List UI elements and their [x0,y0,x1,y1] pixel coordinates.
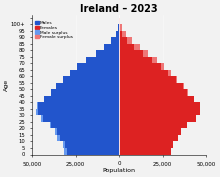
Polygon shape [37,109,38,115]
Polygon shape [41,115,42,122]
Polygon shape [127,37,132,44]
Polygon shape [37,102,38,109]
Polygon shape [187,89,188,96]
Polygon shape [134,44,140,50]
Y-axis label: Age: Age [4,79,9,91]
Title: Ireland – 2023: Ireland – 2023 [80,4,158,14]
Polygon shape [120,24,122,31]
Polygon shape [122,31,126,37]
Polygon shape [119,18,120,24]
X-axis label: Population: Population [103,168,136,173]
Polygon shape [50,122,51,129]
Polygon shape [64,148,67,155]
Polygon shape [176,76,178,83]
Polygon shape [143,50,148,57]
Polygon shape [62,141,65,148]
Polygon shape [168,70,171,76]
Polygon shape [119,18,200,155]
Polygon shape [152,57,157,63]
Polygon shape [55,129,57,135]
Polygon shape [161,63,164,70]
Legend: Males, Females, Male surplus, Female surplus: Males, Females, Male surplus, Female sur… [34,20,74,40]
Polygon shape [37,18,119,155]
Polygon shape [57,135,60,141]
